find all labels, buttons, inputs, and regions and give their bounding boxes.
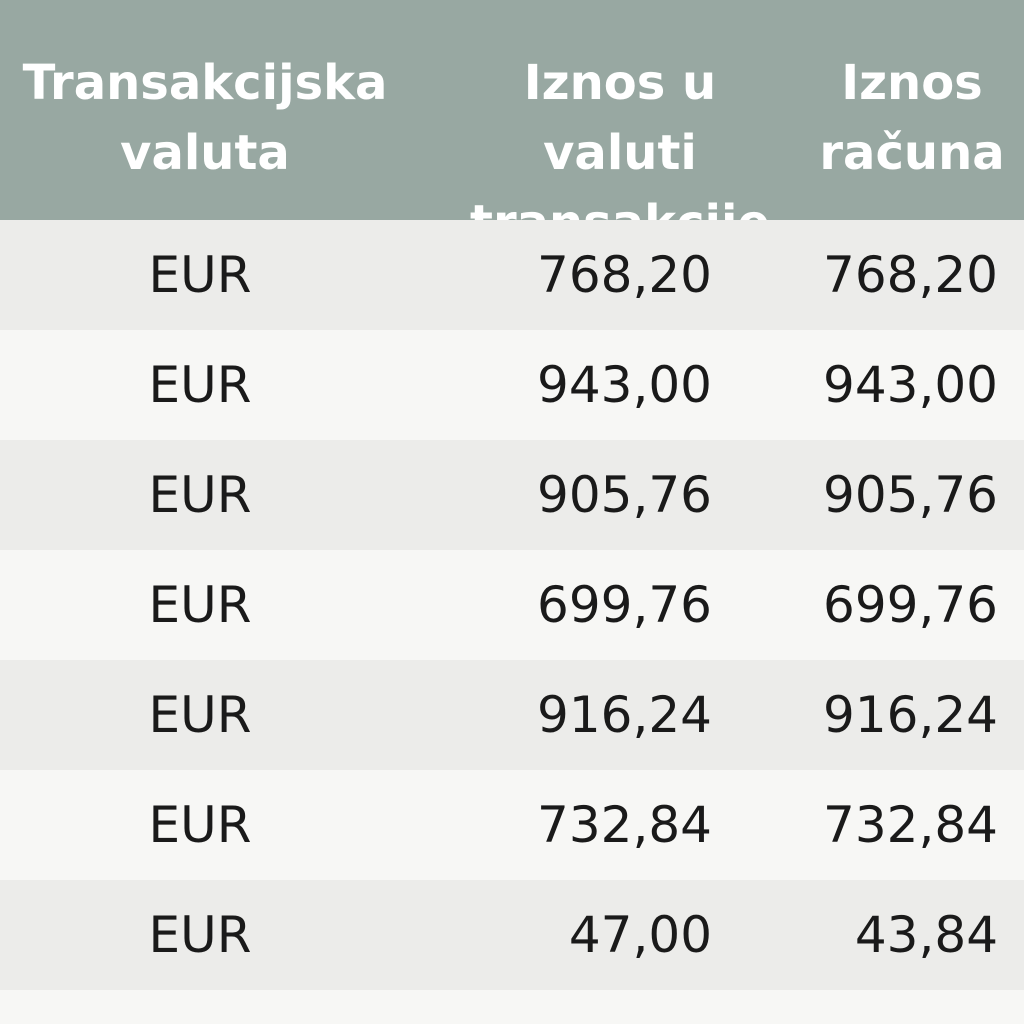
- transaction-amount-cell: 699,76: [537, 576, 712, 634]
- account-amount-cell: 768,20: [823, 246, 998, 304]
- account-amount-cell: 943,00: [823, 356, 998, 414]
- table-header: Transakcijska valuta Iznos u valuti tran…: [0, 0, 1024, 251]
- currency-cell: EUR: [148, 796, 252, 854]
- transaction-amount-cell: 916,24: [537, 686, 712, 744]
- table-row: EUR 943,00 943,00: [0, 330, 1024, 440]
- table-row: EUR 905,76 905,76: [0, 440, 1024, 550]
- table-row: EUR 732,84 732,84: [0, 770, 1024, 880]
- account-amount-cell: 905,76: [823, 466, 998, 524]
- table-row: EUR 47,00 43,84: [0, 880, 1024, 990]
- account-amount-cell: 916,24: [823, 686, 998, 744]
- currency-cell: EUR: [148, 466, 252, 524]
- table-row: EUR 699,76 699,76: [0, 550, 1024, 660]
- currency-cell: EUR: [148, 906, 252, 964]
- header-account-amount: Iznos računa: [819, 55, 1005, 181]
- currency-cell: EUR: [148, 686, 252, 744]
- account-amount-cell: 699,76: [823, 576, 998, 634]
- currency-cell: EUR: [148, 576, 252, 634]
- transaction-amount-cell: 47,00: [568, 906, 712, 964]
- transaction-amount-cell: 905,76: [537, 466, 712, 524]
- account-amount-cell: 43,84: [854, 906, 998, 964]
- table-row: EUR 768,20 768,20: [0, 220, 1024, 330]
- currency-cell: EUR: [148, 246, 252, 304]
- currency-cell: EUR: [148, 356, 252, 414]
- header-transaction-currency: Transakcijska valuta: [22, 55, 388, 181]
- account-amount-cell: 732,84: [823, 796, 998, 854]
- table-row: EUR 916,24 916,24: [0, 660, 1024, 770]
- transaction-amount-cell: 943,00: [537, 356, 712, 414]
- transaction-amount-cell: 768,20: [537, 246, 712, 304]
- transaction-amount-cell: 732,84: [537, 796, 712, 854]
